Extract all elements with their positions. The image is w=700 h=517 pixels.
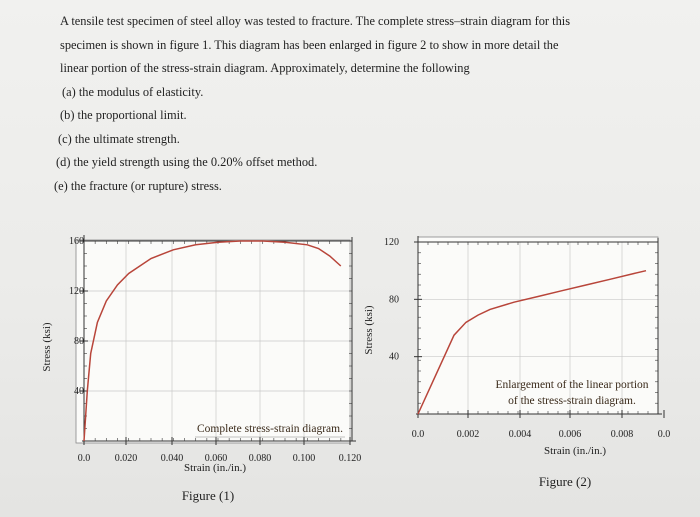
y-tick-label: 40 (389, 352, 399, 363)
intro-line: linear portion of the stress-strain diag… (60, 61, 470, 75)
x-tick-label: 0.0 (658, 429, 671, 440)
figure-1-x-axis-label: Strain (in./in.) (184, 462, 246, 474)
figure-2-axes (414, 236, 665, 418)
figure-2-annotation-line-1: Enlargement of the linear portion (495, 379, 648, 391)
question-item-c: (c) the ultimate strength. (58, 131, 180, 146)
figure-2-x-axis-label: Strain (in./in.) (544, 445, 606, 457)
figure-1-y-axis-label: Stress (ksi) (41, 322, 53, 372)
figure-1-stress-strain-curve (83, 240, 342, 442)
figure-2-annotation-line-2: of the stress-strain diagram. (508, 395, 636, 407)
x-tick-label: 0.060 (205, 453, 228, 464)
figure-2-y-axis-label: Stress (ksi) (363, 305, 375, 355)
x-tick-label: 0.100 (293, 453, 316, 464)
figure-1-axes (80, 235, 356, 445)
problem-statement: A tensile test specimen of steel alloy w… (54, 10, 660, 199)
question-item-d: (d) the yield strength using the 0.20% o… (56, 155, 318, 169)
question-item-b: (b) the proportional limit. (60, 108, 187, 122)
y-tick-label: 80 (389, 294, 399, 305)
x-tick-label: 0.0 (412, 429, 425, 440)
x-tick-label: 0.0 (78, 453, 91, 464)
figure-1-y-tick-labels: 40 80 120 160 (69, 236, 84, 397)
x-tick-label: 0.004 (509, 429, 532, 440)
x-tick-label: 0.120 (339, 453, 362, 464)
figure-2-x-tick-labels: 0.0 0.002 0.004 0.006 0.008 0.0 (412, 429, 671, 440)
question-list: (a) the modulus of elasticity. (b) the p… (54, 81, 660, 199)
intro-line: specimen is shown in figure 1. This diag… (60, 37, 559, 52)
figure-1-x-tick-labels: 0.0 0.020 0.040 0.060 0.080 0.100 0.120 (78, 453, 362, 464)
y-tick-label: 160 (69, 236, 84, 247)
problem-intro: A tensile test specimen of steel alloy w… (60, 10, 660, 81)
y-tick-label: 40 (74, 386, 84, 397)
figure-1-annotation: Complete stress-strain diagram. (197, 423, 343, 435)
figure-2: 40 80 120 0.0 0.002 0.004 0.006 0.008 0.0 Stres… (363, 236, 670, 489)
figure-2-frame (417, 236, 659, 415)
figure-1-caption: Figure (1) (182, 488, 234, 503)
x-tick-label: 0.006 (559, 429, 582, 440)
figure-2-stress-strain-curve (417, 269, 647, 415)
y-tick-label: 120 (384, 237, 399, 248)
y-tick-label: 80 (74, 336, 84, 347)
x-tick-label: 0.020 (115, 453, 138, 464)
intro-line: A tensile test specimen of steel alloy w… (60, 14, 571, 28)
x-tick-label: 0.080 (249, 453, 272, 464)
y-tick-label: 120 (69, 286, 84, 297)
figure-1-frame (75, 239, 351, 444)
x-tick-label: 0.040 (161, 453, 184, 464)
question-item-e: (e) the fracture (or rupture) stress. (54, 178, 222, 193)
question-item-a: (a) the modulus of elasticity. (62, 84, 204, 99)
x-tick-label: 0.008 (611, 429, 634, 440)
x-tick-label: 0.002 (457, 429, 480, 440)
figure-2-caption: Figure (2) (539, 474, 591, 489)
figure-2-y-tick-labels: 40 80 120 (384, 237, 399, 363)
